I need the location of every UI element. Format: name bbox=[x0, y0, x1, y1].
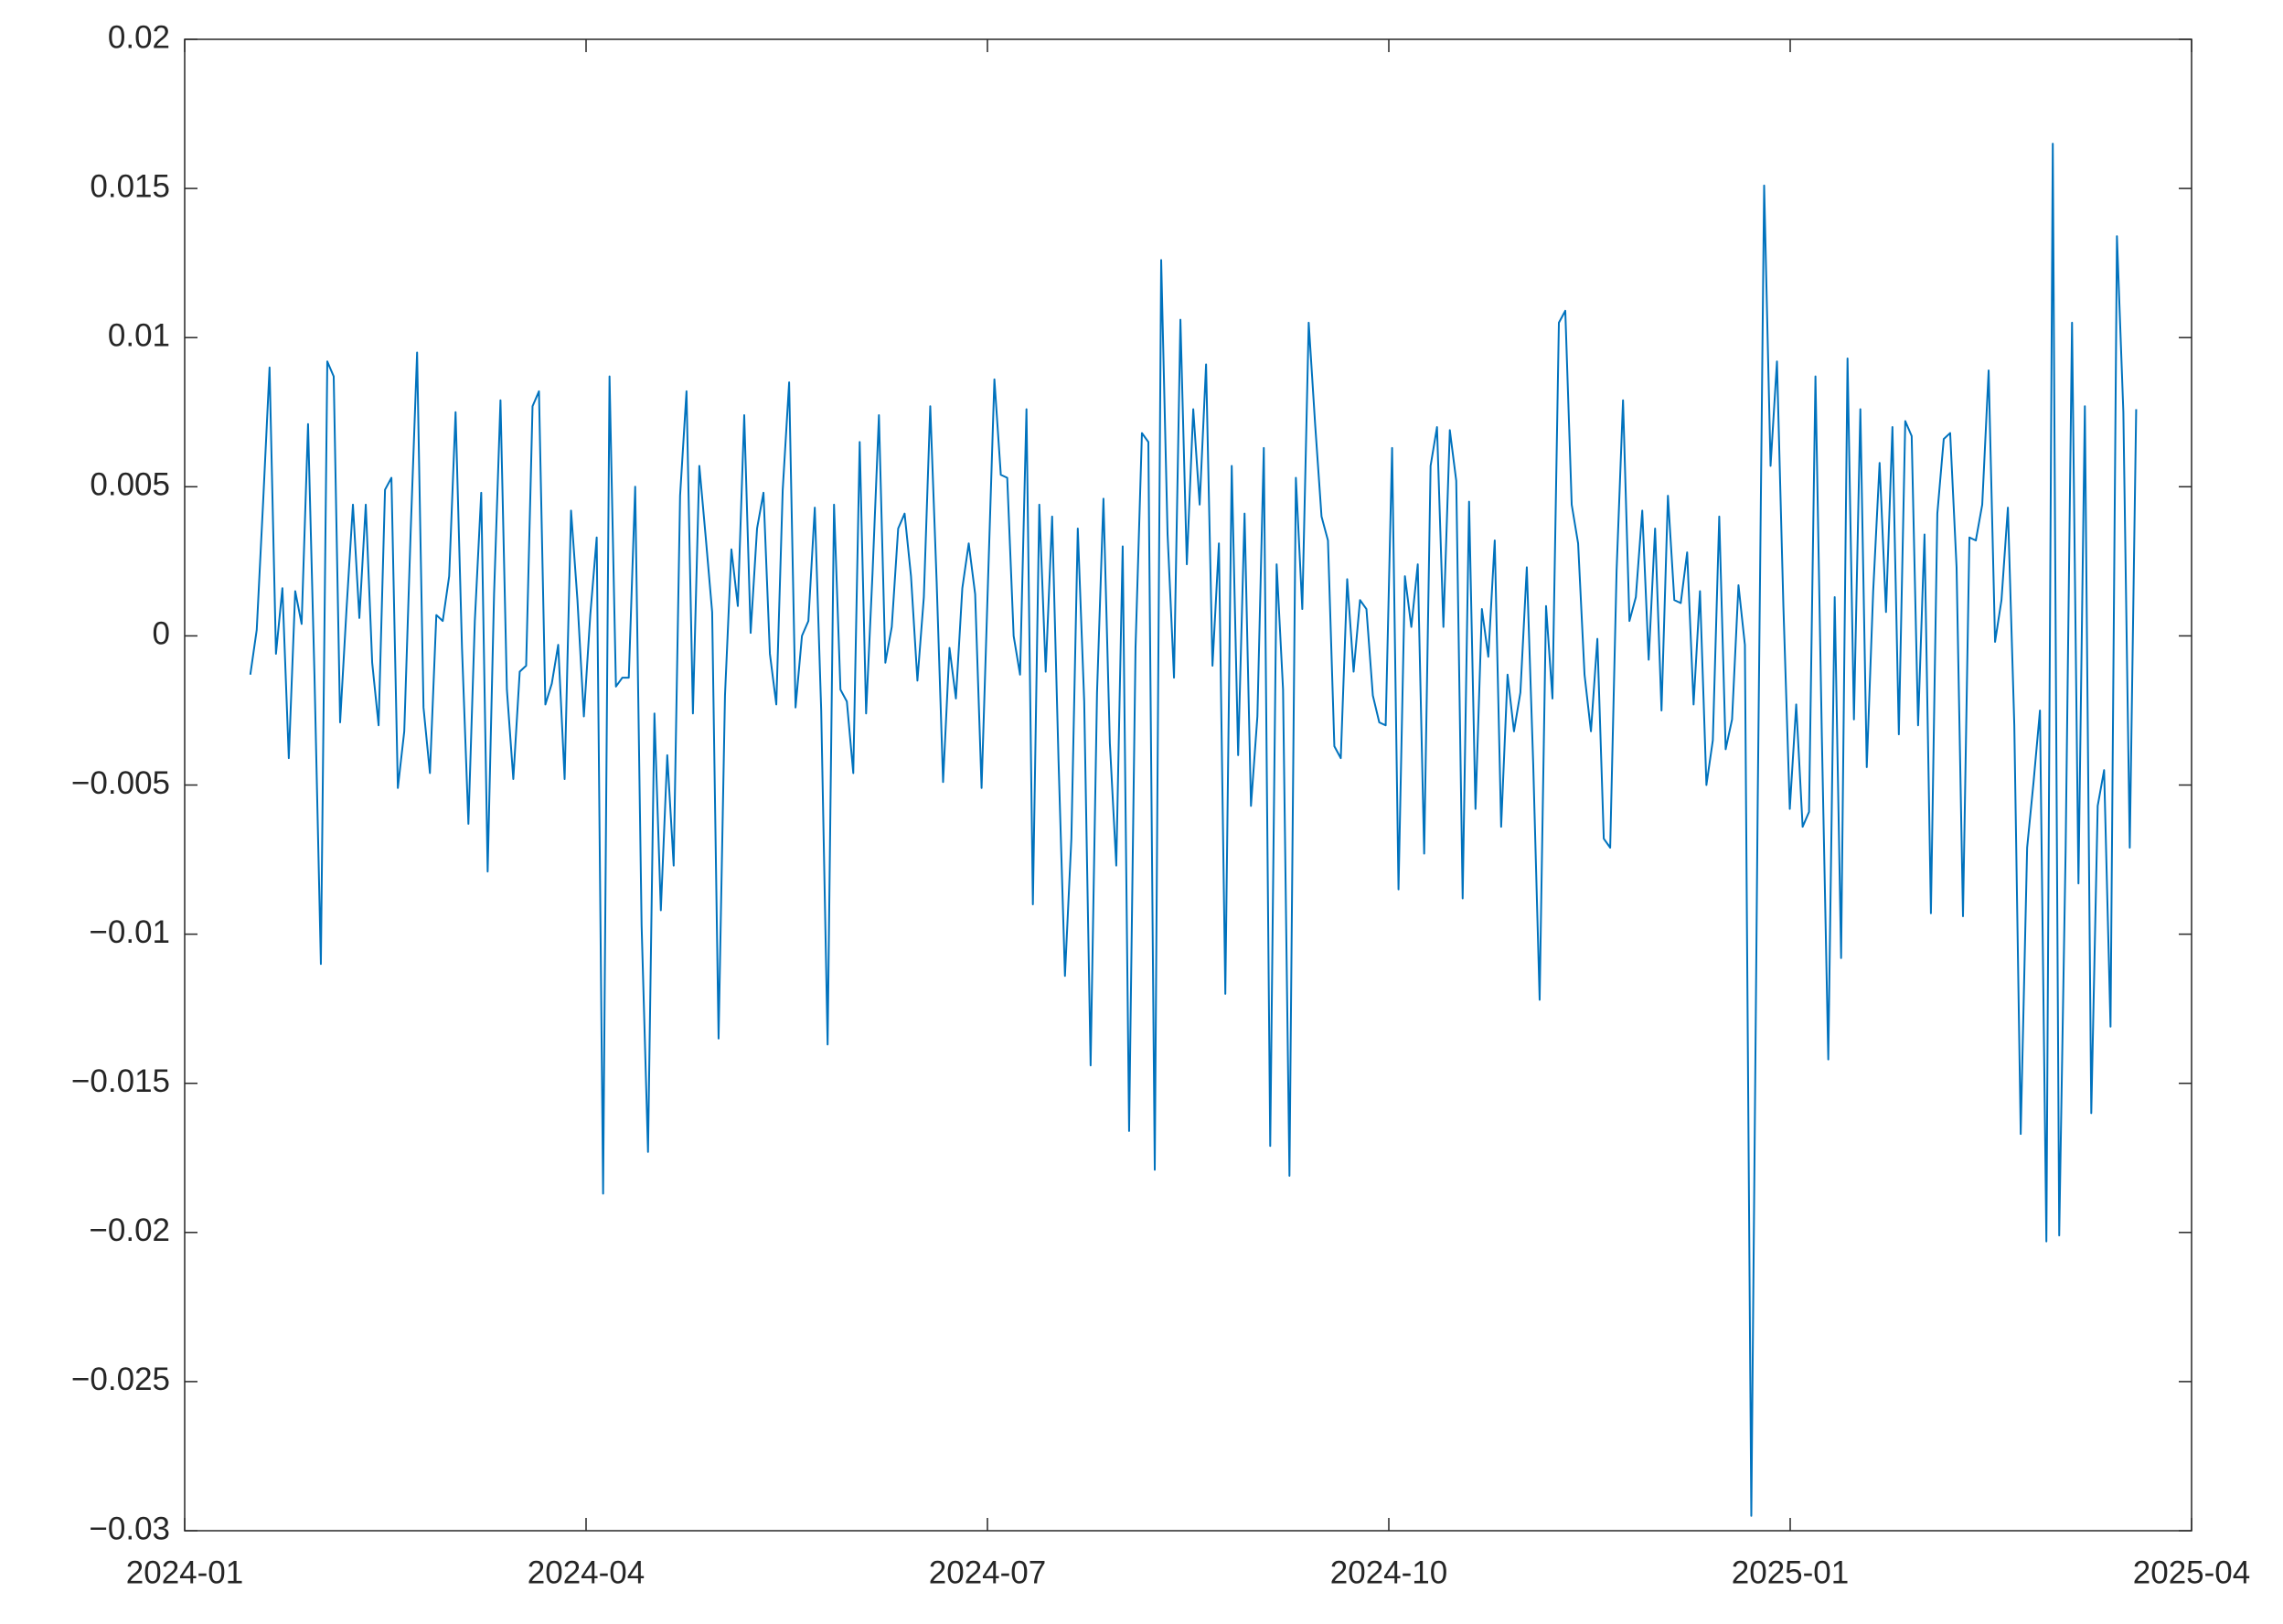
y-tick-label: −0.01 bbox=[89, 914, 170, 950]
x-tick-label: 2025-04 bbox=[2133, 1555, 2250, 1590]
x-tick-label: 2024-01 bbox=[126, 1555, 243, 1590]
y-tick-label: 0.01 bbox=[108, 317, 170, 353]
x-tick-label: 2024-10 bbox=[1330, 1555, 1447, 1590]
plot-frame bbox=[184, 38, 2192, 1532]
data-line bbox=[249, 143, 2138, 1517]
y-tick-label: −0.025 bbox=[71, 1362, 170, 1397]
x-tick-label: 2025-01 bbox=[1732, 1555, 1849, 1590]
y-tick-label: 0.02 bbox=[108, 19, 170, 55]
x-tick-label: 2024-07 bbox=[929, 1555, 1046, 1590]
y-tick-label: −0.02 bbox=[89, 1213, 170, 1248]
y-tick-label: 0.005 bbox=[90, 467, 170, 503]
x-tick-label: 2024-04 bbox=[528, 1555, 645, 1590]
y-tick-label: −0.015 bbox=[71, 1063, 170, 1099]
y-tick-label: 0.015 bbox=[90, 168, 170, 204]
y-tick-label: 0 bbox=[153, 616, 170, 652]
y-tick-label: −0.03 bbox=[89, 1511, 170, 1546]
y-tick-label: −0.005 bbox=[71, 765, 170, 801]
